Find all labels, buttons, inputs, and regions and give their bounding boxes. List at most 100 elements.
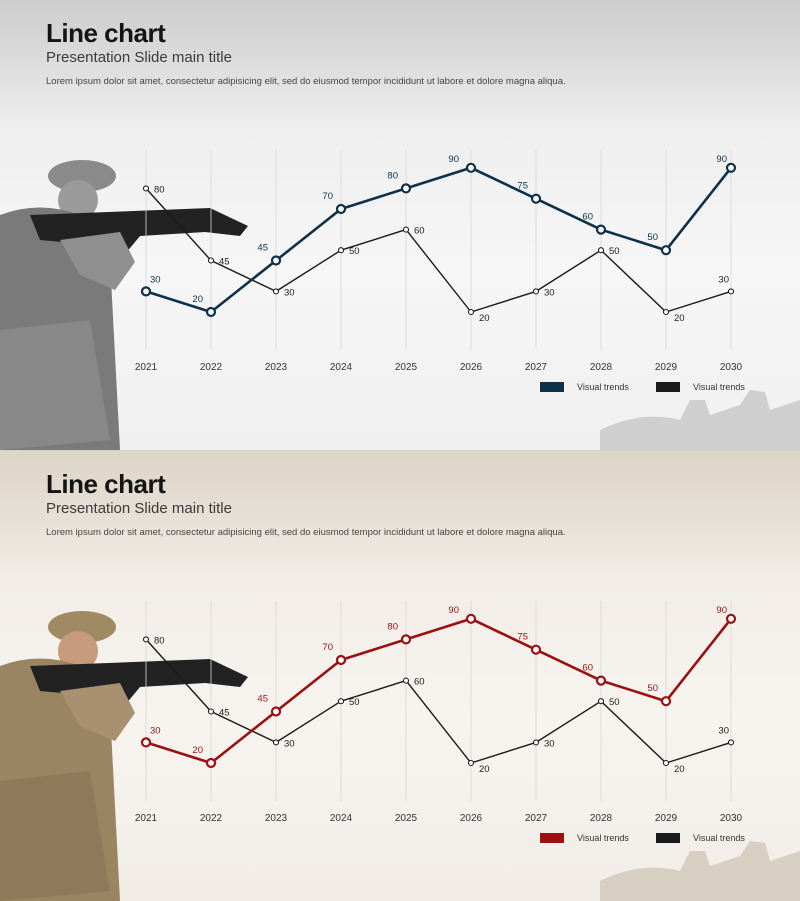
slide-body-text: Lorem ipsum dolor sit amet, consectetur …	[46, 76, 566, 87]
background-photo	[0, 451, 800, 581]
data-label: 60	[582, 663, 593, 674]
soldier-illustration	[0, 611, 248, 901]
data-point-primary	[725, 613, 737, 624]
data-point-secondary	[402, 677, 410, 684]
x-tick-label: 2029	[655, 362, 678, 373]
data-label: 30	[718, 274, 729, 285]
data-point-primary	[400, 634, 412, 645]
x-tick-label: 2025	[395, 813, 418, 824]
data-label: 90	[448, 154, 459, 165]
data-label: 80	[154, 635, 165, 646]
x-tick-label: 2024	[330, 362, 353, 373]
slide-title: Line chart	[46, 469, 166, 499]
data-label: 20	[674, 313, 685, 324]
data-point-primary	[660, 245, 672, 256]
line-chart-2: 2021 2022 2023 2024 2025 2026 2027 2028 2029 2030…	[135, 601, 745, 843]
background-photo	[0, 0, 800, 130]
data-point-primary	[595, 224, 607, 235]
data-point-primary	[140, 286, 152, 297]
data-label: 60	[414, 677, 425, 688]
legend-swatch	[656, 382, 680, 392]
slide-subtitle: Presentation Slide main title	[46, 49, 232, 66]
slide-1: Line chart Presentation Slide main title…	[0, 0, 800, 450]
legend-label: Visual trends	[693, 833, 745, 843]
data-label: 60	[414, 226, 425, 237]
data-label: 90	[448, 605, 459, 616]
x-tick-label: 2028	[590, 813, 613, 824]
x-tick-label: 2027	[525, 813, 548, 824]
data-label: 45	[257, 694, 268, 705]
x-tick-label: 2026	[460, 813, 483, 824]
data-point-secondary	[662, 308, 670, 316]
x-tick-label: 2024	[330, 813, 353, 824]
series-line-primary	[145, 166, 733, 314]
data-point-primary	[205, 306, 217, 318]
data-point-secondary	[337, 247, 345, 254]
series-line-primary	[145, 617, 733, 765]
data-label: 80	[154, 184, 165, 195]
x-tick-label: 2025	[395, 362, 418, 373]
data-point-primary	[270, 706, 282, 717]
legend-label: Visual trends	[577, 833, 629, 843]
data-label: 30	[284, 738, 295, 749]
data-point-secondary	[597, 698, 605, 705]
data-point-primary	[335, 203, 347, 215]
data-point-secondary	[727, 739, 735, 746]
x-tick-label: 2023	[265, 362, 288, 373]
slide-subtitle: Presentation Slide main title	[46, 500, 232, 517]
data-label: 60	[582, 212, 593, 223]
data-point-primary	[400, 183, 412, 194]
data-point-secondary	[402, 226, 410, 233]
data-label: 70	[322, 642, 333, 653]
x-tick-label: 2022	[200, 813, 223, 824]
data-label: 30	[718, 725, 729, 736]
data-label: 50	[647, 683, 658, 694]
soldier-illustration	[0, 160, 248, 450]
slide-title: Line chart	[46, 18, 166, 48]
x-tick-label: 2027	[525, 362, 548, 373]
x-tick-label: 2030	[720, 813, 743, 824]
silhouettes-decoration	[600, 841, 800, 901]
data-point-secondary	[467, 308, 475, 316]
data-point-primary	[530, 644, 542, 655]
x-tick-label: 2021	[135, 362, 158, 373]
data-label: 50	[647, 232, 658, 243]
data-point-secondary	[532, 288, 540, 295]
x-tick-label: 2029	[655, 813, 678, 824]
data-label: 45	[219, 708, 230, 719]
data-point-primary	[660, 696, 672, 707]
legend-swatch	[540, 382, 564, 392]
legend-label: Visual trends	[693, 382, 745, 392]
series-line-secondary	[145, 638, 732, 764]
x-tick-label: 2022	[200, 362, 223, 373]
x-tick-label: 2026	[460, 362, 483, 373]
data-label: 80	[387, 170, 398, 181]
line-chart-1: 2021 2022 2023 2024 2025 2026 2027 2028 2029 2030…	[135, 150, 745, 392]
legend-swatch	[656, 833, 680, 843]
data-point-secondary	[467, 759, 475, 767]
x-tick-label: 2030	[720, 362, 743, 373]
data-label: 20	[479, 764, 490, 775]
data-label: 80	[387, 621, 398, 632]
data-point-secondary	[207, 257, 215, 264]
data-point-primary	[140, 737, 152, 748]
data-label: 20	[192, 294, 203, 305]
data-point-secondary	[727, 288, 735, 295]
data-label: 50	[609, 246, 620, 257]
data-point-primary	[530, 193, 542, 204]
data-point-secondary	[337, 698, 345, 705]
data-point-secondary	[272, 288, 280, 295]
data-label: 30	[544, 287, 555, 298]
data-point-secondary	[597, 247, 605, 254]
data-label: 50	[349, 246, 360, 257]
data-label: 30	[544, 738, 555, 749]
data-label: 20	[479, 313, 490, 324]
silhouettes-decoration	[600, 390, 800, 450]
x-tick-label: 2021	[135, 813, 158, 824]
data-label: 90	[716, 154, 727, 165]
data-point-secondary	[662, 759, 670, 767]
data-point-secondary	[532, 739, 540, 746]
data-point-primary	[205, 757, 217, 769]
legend-label: Visual trends	[577, 382, 629, 392]
data-point-secondary	[142, 636, 150, 643]
